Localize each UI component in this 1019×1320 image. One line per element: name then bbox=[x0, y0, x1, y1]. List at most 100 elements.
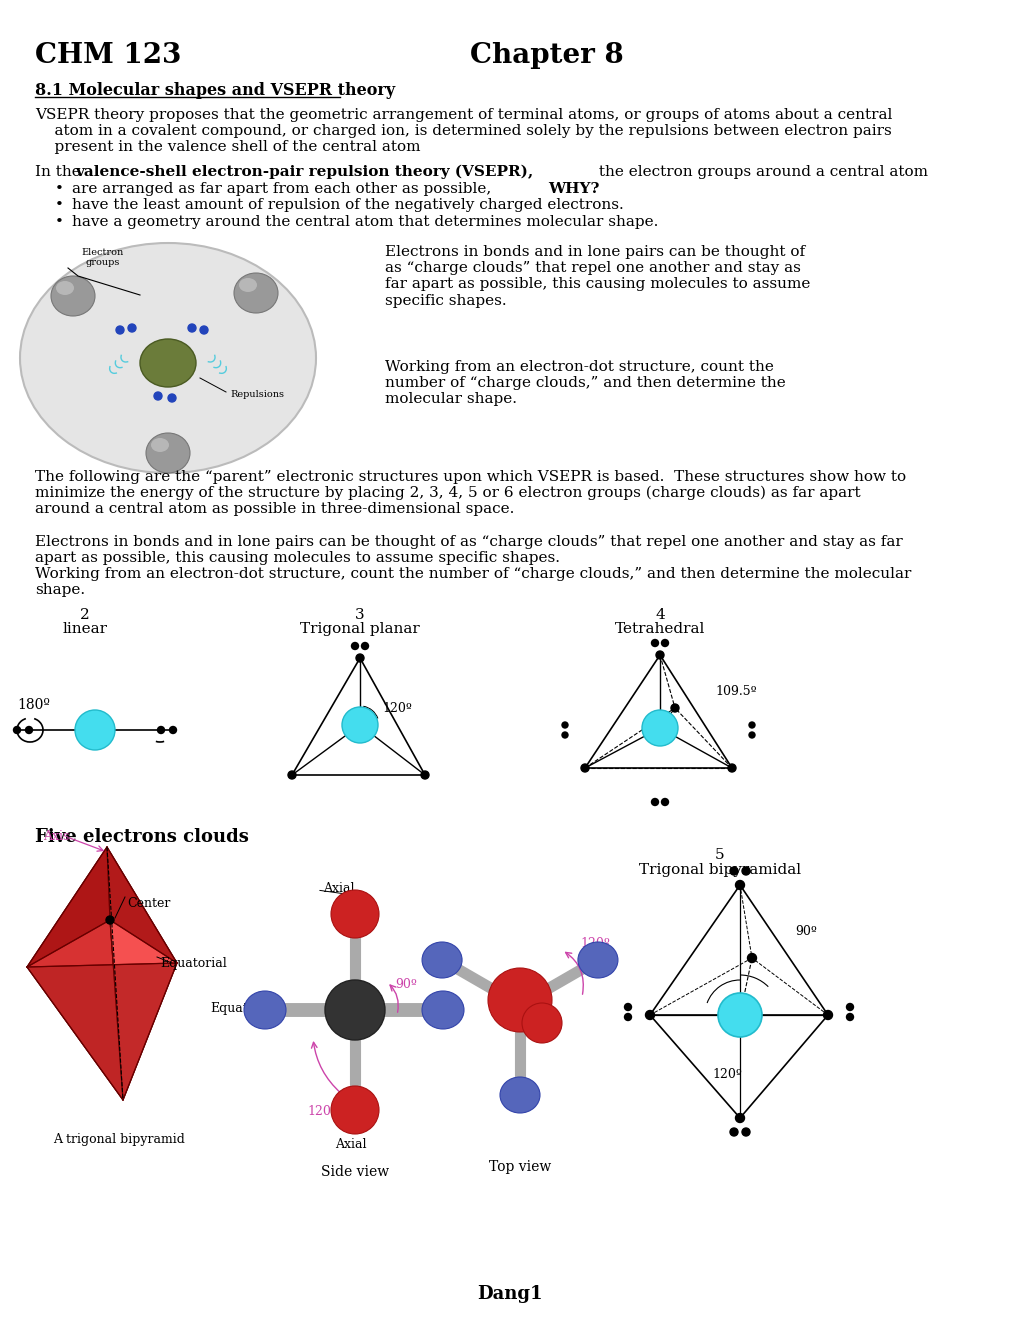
Polygon shape bbox=[26, 847, 110, 968]
Ellipse shape bbox=[146, 433, 190, 473]
Circle shape bbox=[325, 979, 384, 1040]
Ellipse shape bbox=[238, 279, 257, 292]
Text: Equatorial: Equatorial bbox=[210, 1002, 276, 1015]
Text: VSEPR theory proposes that the geometric arrangement of terminal atoms, or group: VSEPR theory proposes that the geometric… bbox=[35, 108, 892, 121]
Ellipse shape bbox=[56, 281, 74, 294]
Text: Side view: Side view bbox=[321, 1166, 388, 1179]
Polygon shape bbox=[110, 920, 177, 1100]
Circle shape bbox=[730, 1129, 738, 1137]
Circle shape bbox=[645, 1011, 654, 1019]
Text: minimize the energy of the structure by placing 2, 3, 4, 5 or 6 electron groups : minimize the energy of the structure by … bbox=[35, 486, 860, 500]
Text: Axial: Axial bbox=[323, 882, 355, 895]
Text: Five electrons clouds: Five electrons clouds bbox=[35, 828, 249, 846]
Text: Central: Central bbox=[151, 359, 185, 368]
Text: Electron: Electron bbox=[82, 248, 124, 257]
Circle shape bbox=[421, 771, 429, 779]
Ellipse shape bbox=[499, 1077, 539, 1113]
Text: shape.: shape. bbox=[35, 583, 85, 597]
Text: are arranged as far apart from each other as possible,: are arranged as far apart from each othe… bbox=[72, 182, 495, 195]
Ellipse shape bbox=[244, 991, 285, 1030]
Text: groups: groups bbox=[86, 257, 120, 267]
Circle shape bbox=[730, 867, 738, 875]
Circle shape bbox=[581, 764, 588, 772]
Circle shape bbox=[487, 968, 551, 1032]
Text: A: A bbox=[654, 722, 664, 734]
Text: apart as possible, this causing molecules to assume specific shapes.: apart as possible, this causing molecule… bbox=[35, 550, 559, 565]
Circle shape bbox=[561, 733, 568, 738]
Circle shape bbox=[651, 639, 658, 647]
Polygon shape bbox=[107, 847, 177, 964]
Text: Working from an electron-dot structure, count the
number of “charge clouds,” and: Working from an electron-dot structure, … bbox=[384, 360, 785, 407]
Circle shape bbox=[748, 733, 754, 738]
Text: Axis: Axis bbox=[43, 830, 69, 843]
Circle shape bbox=[75, 710, 115, 750]
Circle shape bbox=[116, 326, 124, 334]
Ellipse shape bbox=[422, 942, 462, 978]
Circle shape bbox=[728, 764, 736, 772]
Circle shape bbox=[522, 1003, 561, 1043]
Text: Center: Center bbox=[127, 898, 170, 909]
Circle shape bbox=[287, 771, 296, 779]
Text: 2: 2 bbox=[81, 609, 90, 622]
Circle shape bbox=[624, 1003, 631, 1011]
Circle shape bbox=[168, 393, 176, 403]
Polygon shape bbox=[26, 847, 177, 968]
Circle shape bbox=[661, 799, 667, 805]
Text: 90º: 90º bbox=[794, 925, 816, 939]
Text: 3: 3 bbox=[355, 609, 365, 622]
Ellipse shape bbox=[422, 991, 464, 1030]
Ellipse shape bbox=[151, 438, 169, 451]
Circle shape bbox=[741, 867, 749, 875]
Ellipse shape bbox=[20, 243, 316, 473]
Text: Tetrahedral: Tetrahedral bbox=[614, 622, 704, 636]
Circle shape bbox=[661, 639, 667, 647]
Text: 8.1 Molecular shapes and VSEPR theory: 8.1 Molecular shapes and VSEPR theory bbox=[35, 82, 394, 99]
Text: 109.5º: 109.5º bbox=[714, 685, 756, 698]
Circle shape bbox=[748, 722, 754, 729]
Circle shape bbox=[735, 880, 744, 890]
Text: 4: 4 bbox=[654, 609, 664, 622]
Circle shape bbox=[157, 726, 164, 734]
Text: around a central atom as possible in three-dimensional space.: around a central atom as possible in thr… bbox=[35, 502, 514, 516]
Circle shape bbox=[561, 722, 568, 729]
Circle shape bbox=[822, 1011, 832, 1019]
Circle shape bbox=[106, 916, 114, 924]
Circle shape bbox=[352, 643, 358, 649]
Circle shape bbox=[187, 323, 196, 333]
Text: 90º: 90º bbox=[394, 978, 417, 991]
Circle shape bbox=[13, 726, 20, 734]
Circle shape bbox=[127, 323, 136, 333]
Circle shape bbox=[361, 643, 368, 649]
Ellipse shape bbox=[140, 339, 196, 387]
Text: Chapter 8: Chapter 8 bbox=[470, 42, 624, 69]
Text: •: • bbox=[55, 215, 64, 228]
Circle shape bbox=[356, 653, 364, 663]
Circle shape bbox=[846, 1014, 853, 1020]
Text: •: • bbox=[55, 182, 64, 195]
Circle shape bbox=[331, 1086, 379, 1134]
Text: Repulsions: Repulsions bbox=[229, 389, 283, 399]
Ellipse shape bbox=[233, 273, 278, 313]
Text: present in the valence shell of the central atom: present in the valence shell of the cent… bbox=[35, 140, 420, 154]
Text: A: A bbox=[355, 718, 365, 731]
Circle shape bbox=[735, 1114, 744, 1122]
Text: have a geometry around the central atom that determines molecular shape.: have a geometry around the central atom … bbox=[72, 215, 657, 228]
Circle shape bbox=[331, 890, 379, 939]
Text: Axial: Axial bbox=[334, 1138, 366, 1151]
Text: Equatorial: Equatorial bbox=[160, 957, 226, 970]
Text: Top view: Top view bbox=[488, 1160, 550, 1173]
Circle shape bbox=[341, 708, 378, 743]
Circle shape bbox=[671, 704, 679, 711]
Text: In the: In the bbox=[35, 165, 86, 180]
Text: 120º: 120º bbox=[580, 937, 609, 950]
Text: have the least amount of repulsion of the negatively charged electrons.: have the least amount of repulsion of th… bbox=[72, 198, 624, 213]
Ellipse shape bbox=[51, 276, 95, 315]
Text: Electrons in bonds and in lone pairs can be thought of
as “charge clouds” that r: Electrons in bonds and in lone pairs can… bbox=[384, 246, 809, 308]
Text: Electrons in bonds and in lone pairs can be thought of as “charge clouds” that r: Electrons in bonds and in lone pairs can… bbox=[35, 535, 902, 549]
Text: valence-shell electron-pair repulsion theory (VSEPR),: valence-shell electron-pair repulsion th… bbox=[75, 165, 533, 180]
Circle shape bbox=[655, 651, 663, 659]
Circle shape bbox=[200, 326, 208, 334]
Ellipse shape bbox=[578, 942, 618, 978]
Polygon shape bbox=[26, 964, 177, 1100]
Text: A: A bbox=[90, 723, 100, 737]
